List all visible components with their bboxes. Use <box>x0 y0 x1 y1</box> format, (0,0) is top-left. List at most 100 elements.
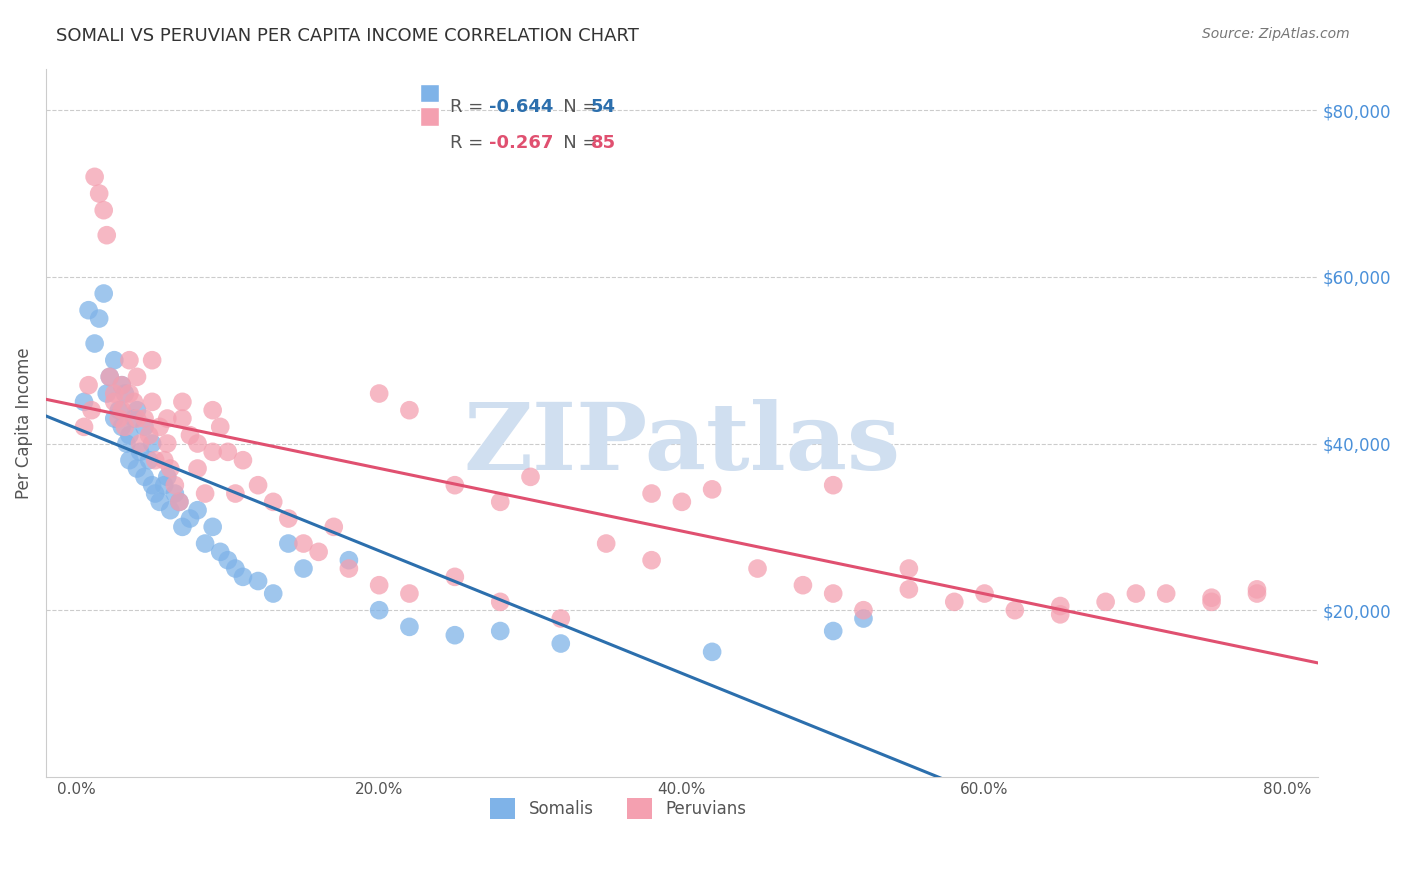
Point <box>118 428 141 442</box>
Point <box>277 536 299 550</box>
Point <box>141 395 163 409</box>
Point <box>98 369 121 384</box>
Point <box>169 495 191 509</box>
Point <box>194 486 217 500</box>
Point <box>897 582 920 597</box>
Point <box>398 403 420 417</box>
Point <box>443 570 465 584</box>
Point <box>823 478 845 492</box>
Point <box>149 420 172 434</box>
Point <box>122 411 145 425</box>
Point <box>1154 586 1177 600</box>
Point <box>224 561 246 575</box>
Point <box>368 603 391 617</box>
Point <box>111 378 134 392</box>
Point <box>823 586 845 600</box>
Point <box>398 620 420 634</box>
Point <box>115 436 138 450</box>
Point <box>217 553 239 567</box>
Point <box>134 470 156 484</box>
Point <box>232 570 254 584</box>
Point <box>1004 603 1026 617</box>
Text: 85: 85 <box>591 134 616 152</box>
Point <box>149 495 172 509</box>
Point <box>262 586 284 600</box>
Point <box>83 336 105 351</box>
Point <box>172 395 194 409</box>
Text: R =: R = <box>450 134 489 152</box>
Text: N =: N = <box>546 98 603 116</box>
Point <box>103 395 125 409</box>
Point <box>179 428 201 442</box>
Point <box>232 453 254 467</box>
Text: N =: N = <box>546 134 603 152</box>
Point <box>443 628 465 642</box>
Point <box>138 428 160 442</box>
Point <box>141 478 163 492</box>
Point <box>143 486 166 500</box>
Point <box>108 403 131 417</box>
Point <box>186 436 208 450</box>
Point <box>118 453 141 467</box>
Point <box>1049 599 1071 613</box>
Point <box>209 545 232 559</box>
Point <box>163 486 186 500</box>
Point <box>550 636 572 650</box>
Point <box>1049 607 1071 622</box>
Text: Source: ZipAtlas.com: Source: ZipAtlas.com <box>1202 27 1350 41</box>
Point <box>111 378 134 392</box>
Point <box>1246 586 1268 600</box>
Point <box>159 503 181 517</box>
Point <box>398 586 420 600</box>
Point <box>89 186 111 201</box>
Point <box>103 411 125 425</box>
Point <box>103 353 125 368</box>
Point <box>519 470 541 484</box>
Point <box>292 536 315 550</box>
Point <box>156 411 179 425</box>
Point <box>308 545 330 559</box>
Text: ZIPatlas: ZIPatlas <box>464 399 900 489</box>
Point <box>897 561 920 575</box>
Point <box>129 445 152 459</box>
Point <box>118 353 141 368</box>
Point <box>595 536 617 550</box>
Point <box>103 386 125 401</box>
Point <box>852 611 875 625</box>
Point <box>125 461 148 475</box>
Point <box>114 420 136 434</box>
Point <box>93 203 115 218</box>
Point <box>943 595 966 609</box>
Point <box>169 495 191 509</box>
Point <box>186 461 208 475</box>
Point <box>973 586 995 600</box>
Point <box>1201 591 1223 605</box>
Point <box>134 420 156 434</box>
Point <box>96 386 118 401</box>
Point <box>156 436 179 450</box>
Point <box>1094 595 1116 609</box>
Text: -0.644: -0.644 <box>489 98 554 116</box>
Point <box>368 386 391 401</box>
Point <box>224 486 246 500</box>
Point <box>83 169 105 184</box>
Point <box>186 503 208 517</box>
Point <box>209 420 232 434</box>
Point <box>141 436 163 450</box>
Point <box>368 578 391 592</box>
Point <box>98 369 121 384</box>
Point <box>201 445 224 459</box>
FancyBboxPatch shape <box>420 107 439 126</box>
Point <box>156 470 179 484</box>
FancyBboxPatch shape <box>420 84 439 103</box>
Y-axis label: Per Capita Income: Per Capita Income <box>15 347 32 499</box>
Point <box>262 495 284 509</box>
Point <box>77 303 100 318</box>
Point <box>247 478 270 492</box>
Point <box>93 286 115 301</box>
Point <box>111 420 134 434</box>
Point <box>292 561 315 575</box>
Point <box>153 453 176 467</box>
Point <box>73 395 96 409</box>
Point <box>77 378 100 392</box>
